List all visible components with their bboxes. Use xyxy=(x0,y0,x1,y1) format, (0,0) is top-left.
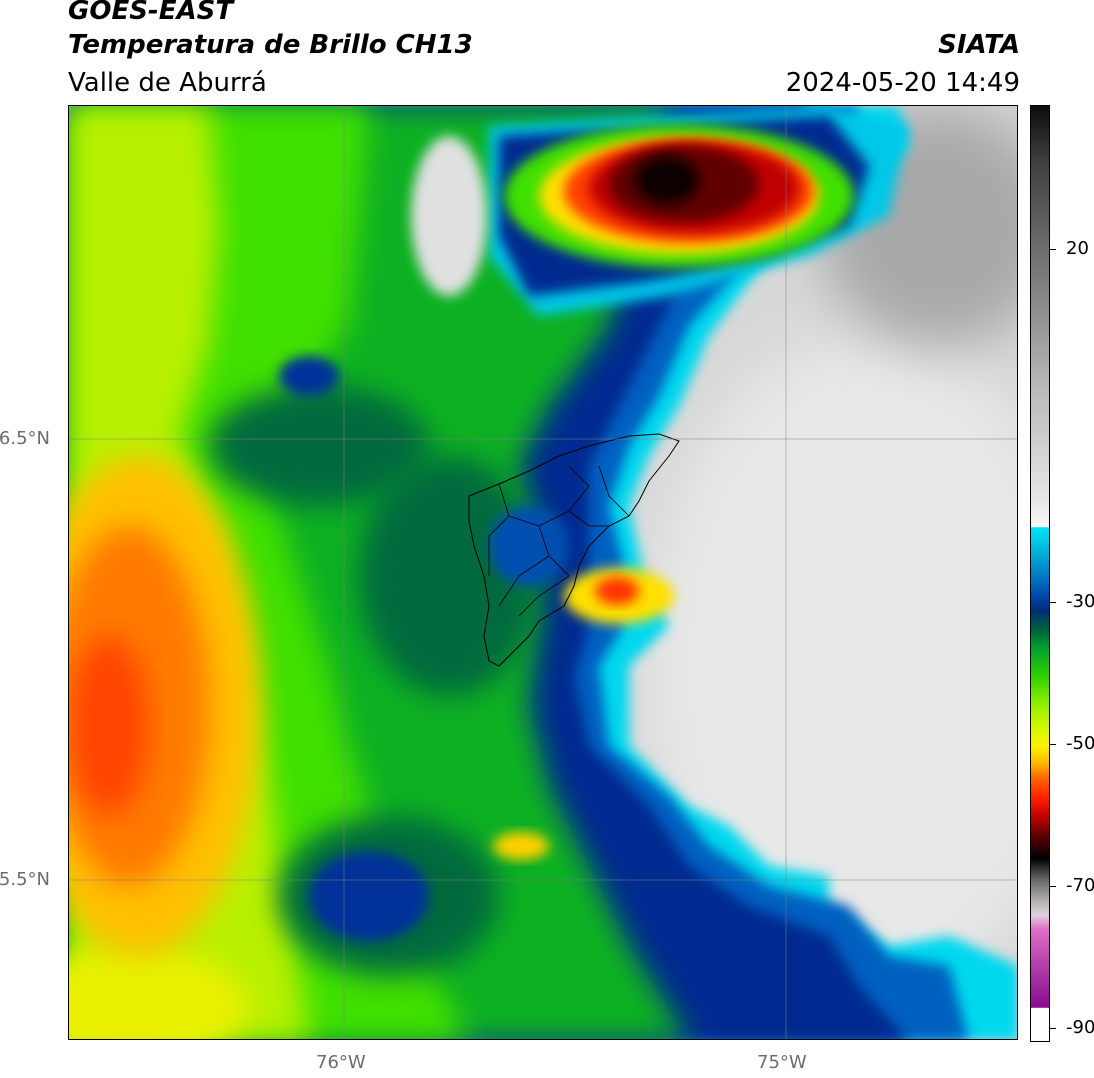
brightness-temperature-field xyxy=(69,106,1017,1039)
lat-label-5-5n: 5.5°N xyxy=(0,869,50,890)
colorbar-label: -30 xyxy=(1066,591,1094,612)
map-title: GOES-EAST xyxy=(68,0,234,26)
temperature-colorbar xyxy=(1030,105,1050,1042)
dark-green-pocket-1 xyxy=(209,386,429,506)
colorbar-label: -90 xyxy=(1066,1017,1094,1038)
colorbar-label: -70 xyxy=(1066,875,1094,896)
small-cell-red xyxy=(595,577,639,605)
blue-pocket-1 xyxy=(279,356,339,396)
colorbar-tick xyxy=(1050,744,1056,745)
region-label: Valle de Aburrá xyxy=(68,68,267,98)
yellow-patch-sw xyxy=(69,946,249,1039)
dark-green-pocket-2 xyxy=(359,456,539,696)
convective-core xyxy=(635,156,699,204)
datetime-label: 2024-05-20 14:49 xyxy=(785,68,1020,98)
warm-pocket-north xyxy=(411,136,487,296)
warm-region xyxy=(649,336,1017,996)
colorbar-tick xyxy=(1050,886,1056,887)
blue-pocket-2 xyxy=(309,851,429,941)
municipality-lines xyxy=(488,465,630,617)
product-subtitle: Temperatura de Brillo CH13 xyxy=(68,30,473,60)
colorbar-label: -50 xyxy=(1066,733,1094,754)
lon-label-75w: 75°W xyxy=(757,1052,807,1073)
lon-label-76w: 76°W xyxy=(316,1052,366,1073)
colorbar-tick xyxy=(1050,1028,1056,1029)
small-cell-south xyxy=(493,832,549,860)
blue-pocket-3 xyxy=(489,506,569,586)
lat-label-6-5n: 6.5°N xyxy=(0,428,50,449)
colorbar-label: 20 xyxy=(1066,238,1089,259)
organization-label: SIATA xyxy=(938,30,1020,60)
satellite-map[interactable] xyxy=(68,105,1018,1040)
colorbar-tick xyxy=(1050,602,1056,603)
red-core-west xyxy=(69,636,149,816)
valle-aburra-boundary xyxy=(468,433,680,667)
colorbar-tick xyxy=(1050,249,1056,250)
